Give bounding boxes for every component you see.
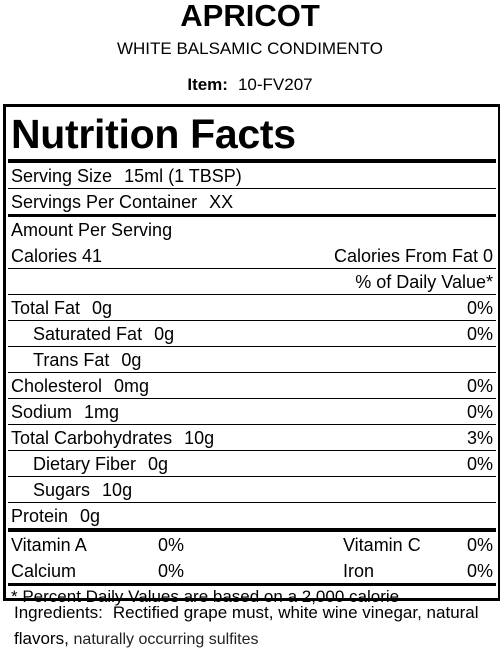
servings-per-container: Servings Per Container XX — [8, 189, 496, 217]
vitamin-name: Calcium — [11, 561, 77, 581]
vitamin-name: Vitamin C — [343, 535, 421, 555]
vitamin-dv: 0% — [466, 535, 493, 555]
vitamin-name: Vitamin A — [11, 535, 87, 555]
row-label: Trans Fat — [33, 350, 110, 370]
vitamin-row: Calcium 0% Iron 0% — [8, 558, 496, 586]
row-value: 0g — [80, 506, 101, 526]
nutrient-row: Dietary Fiber 0g 0% — [8, 451, 496, 477]
row-left: Saturated Fat 0g — [11, 321, 174, 346]
nutrient-row: Saturated Fat 0g 0% — [8, 321, 496, 347]
vitamin-name: Iron — [343, 561, 375, 581]
ingredients-label: Ingredients: — [14, 603, 103, 622]
footnote: * Percent Daily Values are based on a 2,… — [11, 587, 400, 606]
nutrient-dv: 0% — [466, 376, 493, 396]
row-left: Cholesterol 0mg — [11, 373, 149, 398]
ingredients-text: Rectified grape must, white wine vinegar… — [14, 603, 479, 648]
nutrient-row: Trans Fat 0g — [8, 347, 496, 373]
item-value: 10-FV207 — [237, 75, 313, 94]
nutrient-row: Total Carbohydrates 10g 3% — [8, 425, 496, 451]
product-subtitle: WHITE BALSAMIC CONDIMENTO — [116, 39, 384, 58]
row-value: 10g — [102, 480, 133, 500]
vitamin: Vitamin A 0% — [11, 532, 184, 558]
row-label: Cholesterol — [11, 376, 103, 396]
row-label: Calories 41 — [11, 246, 103, 266]
nutrient-dv: 0% — [466, 402, 493, 422]
row-label: Sugars — [33, 480, 91, 500]
row-left: Calories 41 — [11, 243, 102, 268]
row-left: Trans Fat 0g — [11, 347, 141, 372]
row-label: Dietary Fiber — [33, 454, 137, 474]
label-title: Nutrition Facts — [8, 107, 496, 163]
row-value: 1mg — [84, 402, 120, 422]
vitamin: Calcium 0% — [11, 558, 184, 583]
ingredients: Ingredients: Rectified grape must, white … — [14, 600, 494, 653]
nutrient-row: Protein 0g — [8, 503, 496, 532]
row-value: 10g — [184, 428, 215, 448]
amount-per-serving: Amount Per Serving — [8, 217, 496, 243]
row-label: Saturated Fat — [33, 324, 143, 344]
row-left: Serving Size 15ml (1 TBSP) — [11, 163, 242, 188]
serving-size: Serving Size 15ml (1 TBSP) — [8, 163, 496, 189]
row-label: Amount Per Serving — [11, 220, 173, 240]
row-label: Protein — [11, 506, 69, 526]
item-label: Item: — [187, 75, 228, 94]
nutrient-dv: 3% — [466, 428, 493, 448]
calories: Calories 41 Calories From Fat 0 — [8, 243, 496, 269]
vitamin: Iron 0% — [343, 558, 493, 583]
vitamin-row: Vitamin A 0% Vitamin C 0% — [8, 532, 496, 558]
row-value: XX — [209, 192, 234, 212]
row-left: Protein 0g — [11, 503, 100, 528]
vitamin: Vitamin C 0% — [343, 532, 493, 558]
nutrient-dv: 0% — [466, 324, 493, 344]
nutrient-row: Sugars 10g — [8, 477, 496, 503]
nutrition-label: Nutrition Facts Serving Size 15ml (1 TBSP)… — [3, 104, 500, 606]
row-left: Servings Per Container XX — [11, 189, 233, 214]
row-left: Total Carbohydrates 10g — [11, 425, 214, 450]
row-left: Total Fat 0g — [11, 295, 112, 320]
row-left: Sugars 10g — [11, 477, 132, 502]
row-left: Sodium 1mg — [11, 399, 119, 424]
nutrient-row: Cholesterol 0mg 0% — [8, 373, 496, 399]
row-label: Serving Size — [11, 166, 113, 186]
nutrient-row: Total Fat 0g 0% — [8, 295, 496, 321]
daily-value-header: % of Daily Value* — [355, 272, 493, 292]
nutrient-dv: 0% — [466, 454, 493, 474]
nutrient-row: Sodium 1mg 0% — [8, 399, 496, 425]
ingredients-extra: naturally occurring sulfites — [73, 631, 259, 648]
row-value: 0mg — [114, 376, 150, 396]
row-label: Total Carbohydrates — [11, 428, 173, 448]
product-title: APRICOT — [180, 0, 320, 33]
vitamin-dv: 0% — [466, 561, 493, 581]
nutrient-dv: 0% — [466, 298, 493, 318]
vitamin-dv: 0% — [157, 561, 184, 581]
row-label: Total Fat — [11, 298, 81, 318]
row-value: 0g — [121, 350, 142, 370]
row-value: 0g — [148, 454, 169, 474]
row-value: 0g — [92, 298, 113, 318]
daily-value-header-row: % of Daily Value* — [8, 269, 496, 295]
vitamin-dv: 0% — [157, 535, 184, 555]
row-label: Servings Per Container — [11, 192, 198, 212]
item-line: Item: 10-FV207 — [0, 75, 500, 95]
row-label: Sodium — [11, 402, 73, 422]
row-value: 15ml (1 TBSP) — [124, 166, 242, 186]
row-value: 0g — [154, 324, 175, 344]
row-left: Amount Per Serving — [11, 217, 172, 243]
row-left: Dietary Fiber 0g — [11, 451, 168, 476]
calories-from-fat: Calories From Fat 0 — [333, 246, 493, 266]
